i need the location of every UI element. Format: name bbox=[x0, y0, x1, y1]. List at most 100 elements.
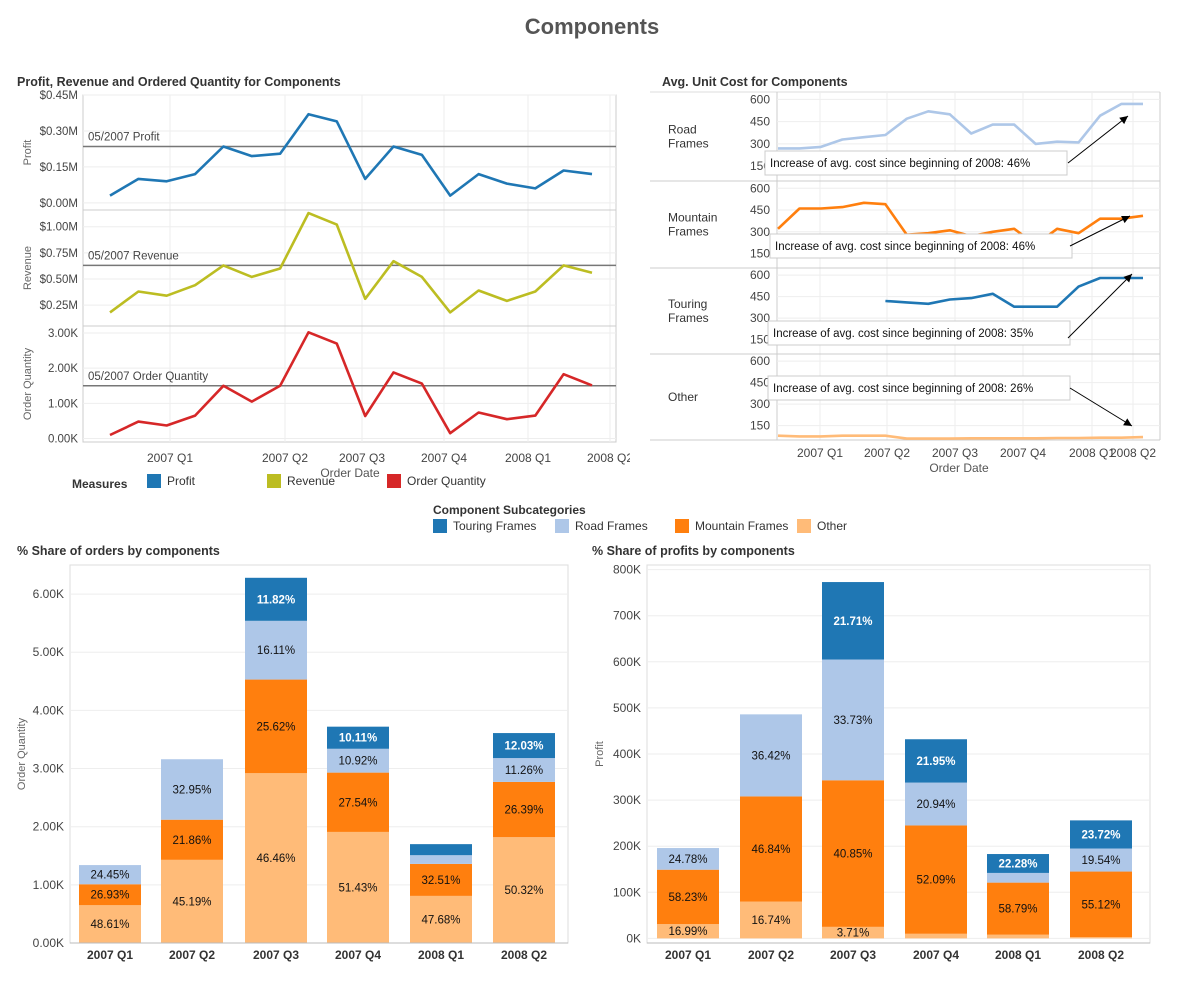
measures-ytick-label: $0.30M bbox=[40, 126, 78, 138]
bar-category-label: 2007 Q3 bbox=[830, 948, 876, 962]
bar-segment-mountain-frames bbox=[161, 819, 223, 860]
cost-xtick-label: 2007 Q4 bbox=[1000, 446, 1046, 460]
cost-ytick-label: 150 bbox=[750, 333, 770, 347]
bar-segment-mountain-frames bbox=[740, 796, 802, 902]
profit-swatch bbox=[147, 474, 161, 488]
legend-label-road: Road Frames bbox=[575, 519, 648, 533]
annotation-text-touring-frames: Increase of avg. cost since beginning of… bbox=[773, 328, 1033, 340]
measures-ytick-label: $1.00M bbox=[40, 222, 78, 234]
annotation-arrowhead-road-frames bbox=[1119, 116, 1128, 125]
legend-label-mountain: Mountain Frames bbox=[695, 519, 789, 533]
bar-category-label: 2008 Q2 bbox=[1078, 948, 1124, 962]
cost-ytick-label: 600 bbox=[750, 181, 770, 195]
legend-item-order-quantity[interactable]: Order Quantity bbox=[387, 474, 486, 488]
subcategory-legend-title: Component Subcategories bbox=[433, 503, 586, 517]
measures-xtick-label: 2007 Q4 bbox=[421, 451, 467, 465]
bar-value-label: 24.45% bbox=[90, 870, 129, 882]
annotation-arrowhead-touring-frames bbox=[1123, 274, 1132, 283]
measures-legend-title: Measures bbox=[72, 477, 128, 491]
bar-segment-touring-frames bbox=[987, 854, 1049, 873]
cost-series-line-road-frames bbox=[778, 102, 1143, 150]
annotation-arrow-touring-frames bbox=[1067, 273, 1133, 339]
bar-value-label: 10.92% bbox=[338, 756, 377, 768]
bar-value-label: 51.43% bbox=[338, 882, 377, 894]
bar-value-label: 48.61% bbox=[90, 919, 129, 931]
bar-value-label: 16.99% bbox=[668, 926, 707, 938]
legend-item-profit[interactable]: Profit bbox=[147, 474, 267, 488]
bar-segment-other bbox=[493, 837, 555, 943]
bar-segment-other bbox=[657, 924, 719, 939]
bar-segment-mountain-frames bbox=[1070, 871, 1132, 938]
legend-label-order-quantity: Order Quantity bbox=[407, 474, 486, 488]
bar-ytick-label: 100K bbox=[613, 885, 641, 899]
bar-value-label: 21.86% bbox=[172, 835, 211, 847]
cost-ytick-label: 600 bbox=[750, 92, 770, 106]
bar-segment-road-frames bbox=[245, 620, 307, 680]
bar-ytick-label: 2.00K bbox=[33, 820, 64, 834]
bar-value-label: 10.11% bbox=[339, 733, 377, 745]
reference-label-order-quantity: 05/2007 Order Quantity bbox=[88, 371, 208, 383]
measures-ytick-label: 3.00K bbox=[48, 328, 78, 340]
bar-category-label: 2008 Q2 bbox=[501, 948, 547, 962]
row-label-road-frames: Frames bbox=[668, 137, 709, 151]
cost-xtick-label: 2008 Q1 bbox=[1069, 446, 1115, 460]
measures-xtick-label: 2007 Q3 bbox=[339, 451, 385, 465]
bar-segment-other bbox=[905, 933, 967, 939]
measures-ytick-label: $0.15M bbox=[40, 162, 78, 174]
bar-value-label: 32.95% bbox=[172, 784, 211, 796]
bar-segment-touring-frames bbox=[493, 733, 555, 759]
bar-value-label: 23.72% bbox=[1081, 829, 1120, 841]
annotation-arrow-road-frames bbox=[1067, 115, 1129, 164]
bar-category-label: 2007 Q4 bbox=[913, 948, 959, 962]
bar-value-label: 24.78% bbox=[668, 854, 707, 866]
bar-segment-mountain-frames bbox=[987, 882, 1049, 935]
bar-value-label: 16.74% bbox=[751, 915, 790, 927]
legend-item-other[interactable]: Other bbox=[797, 519, 847, 533]
cost-ytick-label: 150 bbox=[750, 419, 770, 433]
annotation-text-other: Increase of avg. cost since beginning of… bbox=[773, 383, 1033, 395]
row-label-road-frames: Road bbox=[668, 123, 697, 137]
bar-value-label: 55.12% bbox=[1081, 899, 1120, 911]
legend-item-mountain-frames[interactable]: Mountain Frames bbox=[675, 519, 797, 533]
cost-ytick-label: 300 bbox=[750, 311, 770, 325]
bar-segment-mountain-frames bbox=[822, 780, 884, 927]
bar-ytick-label: 500K bbox=[613, 701, 641, 715]
dashboard-title: Components bbox=[524, 14, 660, 39]
bar-value-label: 33.73% bbox=[833, 715, 872, 727]
bar-segment-mountain-frames bbox=[79, 884, 141, 906]
measures-ytick-label: $0.75M bbox=[40, 248, 78, 260]
row-label-other: Other bbox=[668, 390, 698, 404]
bar-ytick-label: 0.00K bbox=[33, 936, 64, 950]
bar-segment-road-frames bbox=[822, 659, 884, 781]
bar-value-label: 26.39% bbox=[504, 805, 543, 817]
bar-value-label: 16.11% bbox=[257, 645, 295, 657]
bar-segment-touring-frames bbox=[905, 739, 967, 783]
bar-segment-other bbox=[1070, 937, 1132, 939]
bar-segment-mountain-frames bbox=[657, 869, 719, 925]
bar-value-label: 50.32% bbox=[504, 885, 543, 897]
bar-value-label: 11.26% bbox=[505, 765, 543, 777]
legend-label-revenue: Revenue bbox=[287, 474, 336, 488]
bar-segment-other bbox=[327, 831, 389, 943]
bar-ytick-label: 5.00K bbox=[33, 645, 64, 659]
legend-item-road-frames[interactable]: Road Frames bbox=[555, 519, 675, 533]
bar-segment-other bbox=[410, 895, 472, 943]
bar-segment-touring-frames bbox=[822, 582, 884, 660]
legend-item-touring-frames[interactable]: Touring Frames bbox=[433, 519, 555, 533]
row-label-touring-frames: Frames bbox=[668, 311, 709, 325]
bar-value-label: 58.79% bbox=[998, 904, 1037, 916]
bar-value-label: 47.68% bbox=[421, 914, 460, 926]
ylabel-order-quantity: Order Quantity bbox=[22, 347, 34, 420]
bar-value-label: 58.23% bbox=[668, 892, 707, 904]
bar-category-label: 2007 Q3 bbox=[253, 948, 299, 962]
bar-ytick-label: 400K bbox=[613, 747, 641, 761]
bar-value-label: 19.54% bbox=[1081, 855, 1120, 867]
annotation-arrow-mountain-frames bbox=[1069, 215, 1131, 247]
bar-ytick-label: 700K bbox=[613, 609, 641, 623]
bar-segment-road-frames bbox=[327, 748, 389, 773]
bar-value-label: 12.03% bbox=[504, 741, 543, 753]
legend-item-revenue[interactable]: Revenue bbox=[267, 474, 387, 488]
subcategory-legend: Touring Frames Road Frames Mountain Frames… bbox=[433, 519, 847, 536]
series-line-profit bbox=[109, 112, 593, 197]
cost-ytick-label: 600 bbox=[750, 354, 770, 368]
